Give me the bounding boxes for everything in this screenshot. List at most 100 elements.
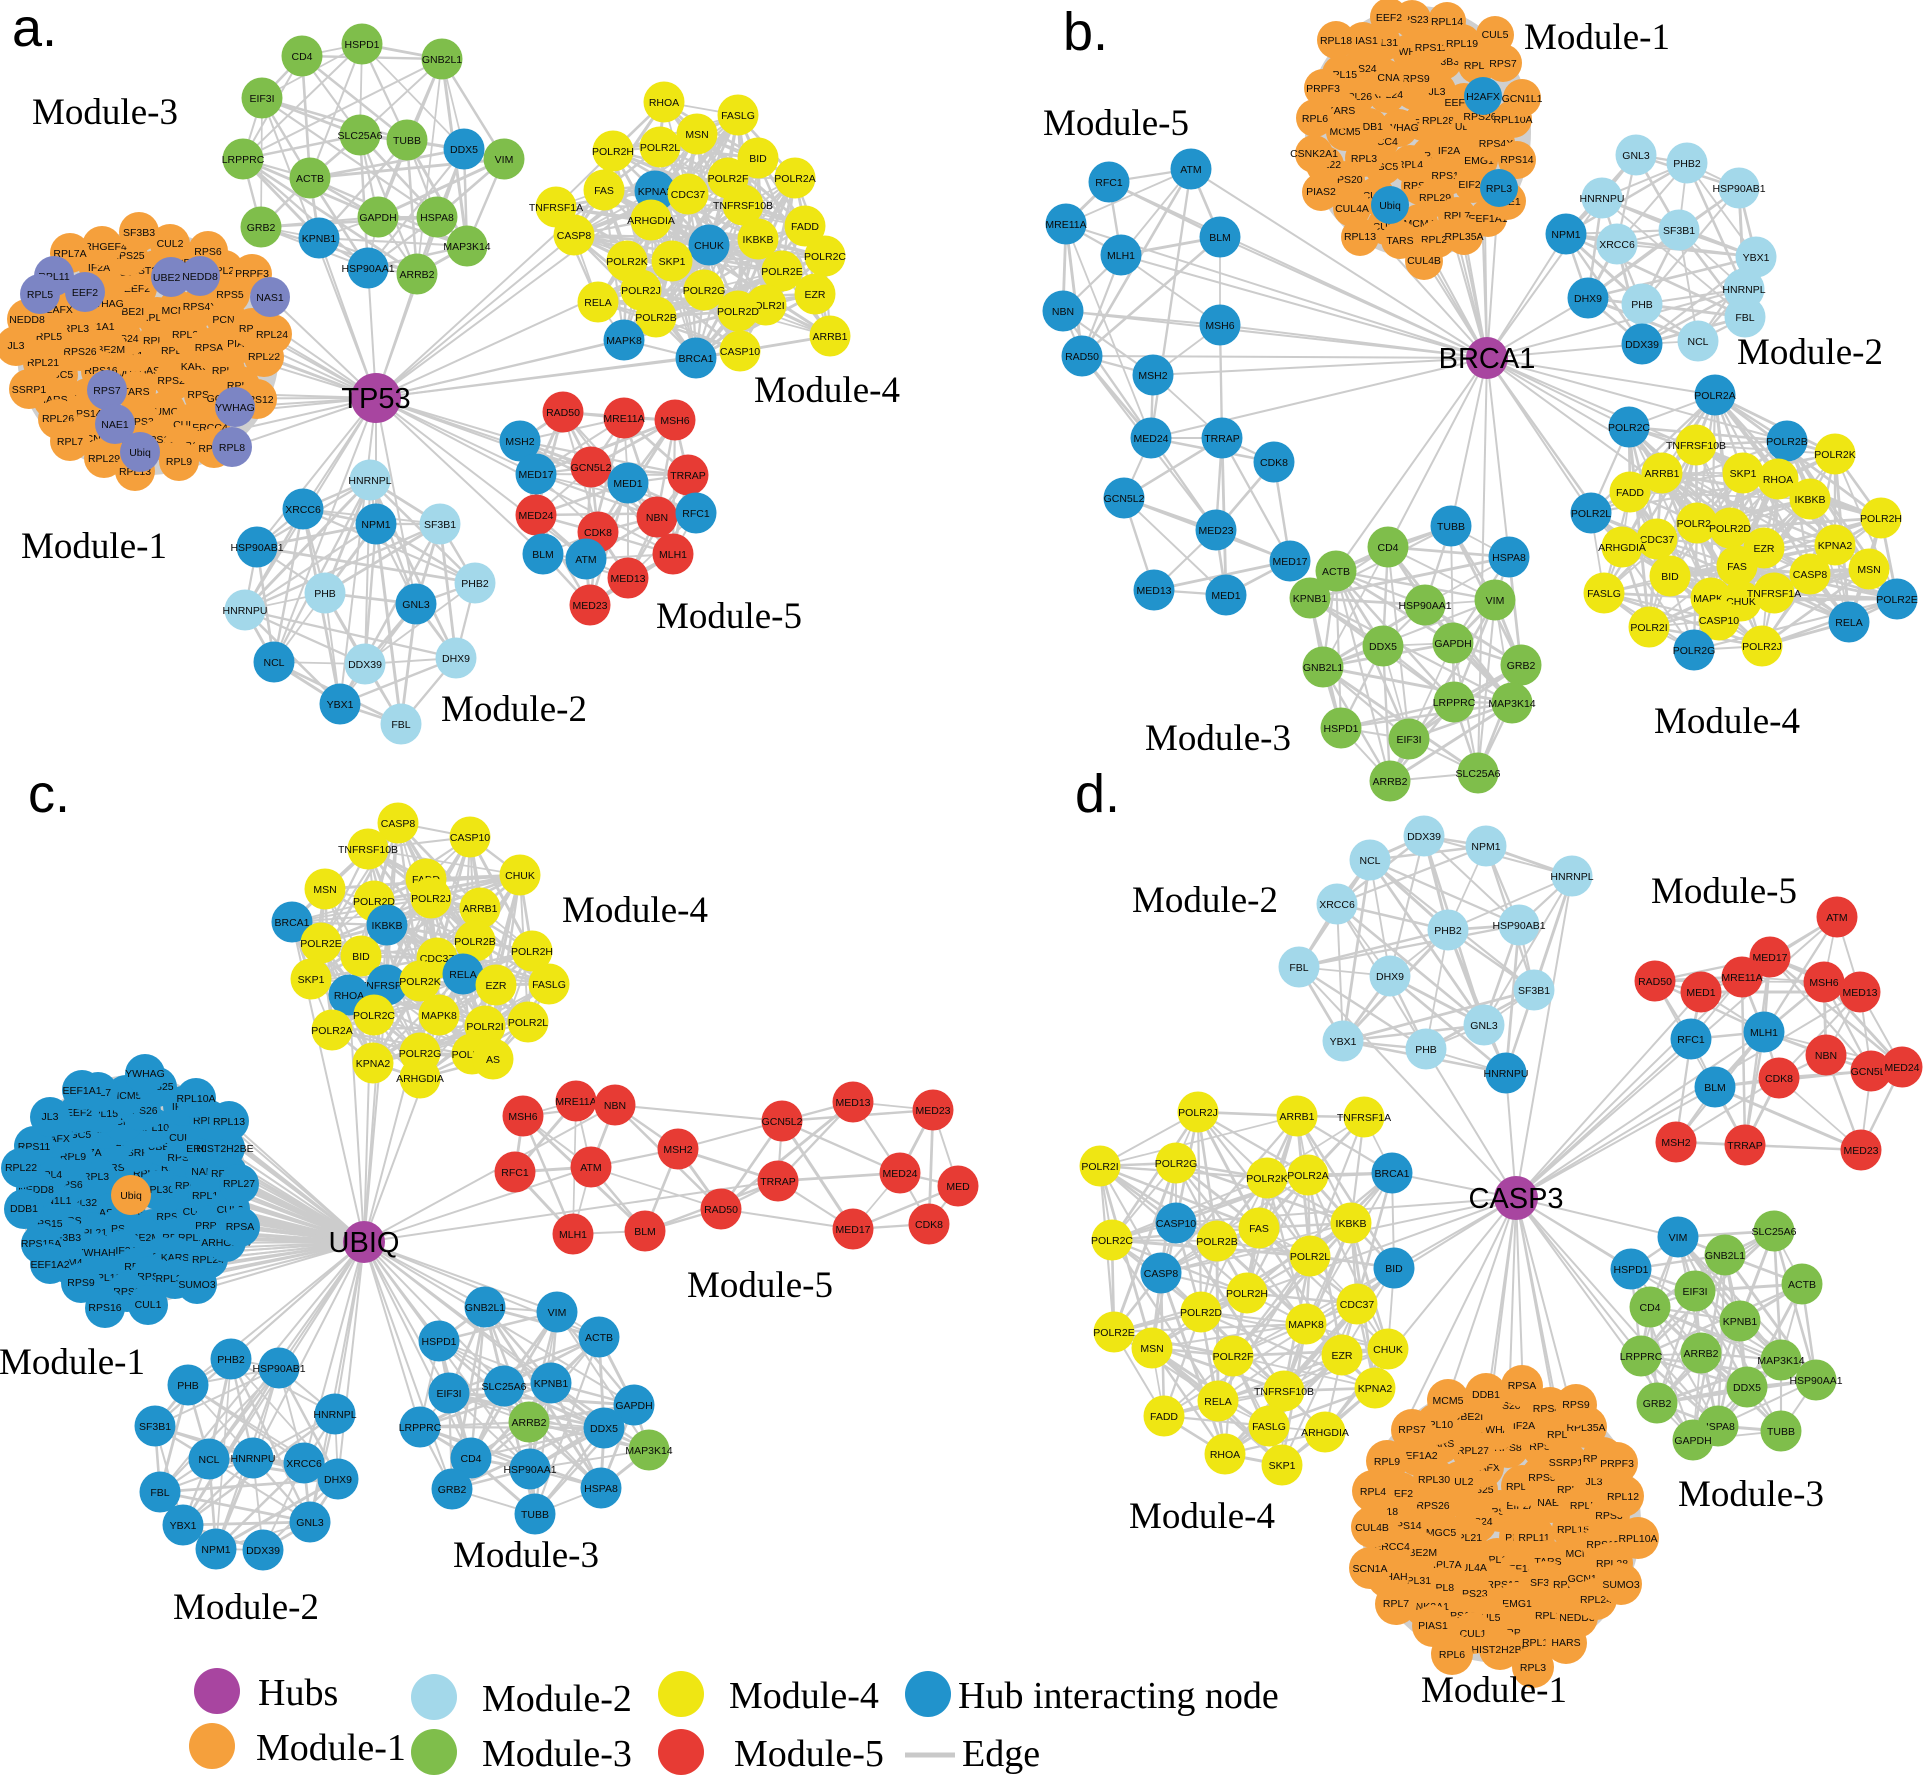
svg-text:RHOA: RHOA xyxy=(649,97,679,109)
svg-text:RPS16: RPS16 xyxy=(88,1302,121,1314)
svg-text:Module-2: Module-2 xyxy=(441,689,587,730)
svg-text:ARRB2: ARRB2 xyxy=(1683,1348,1718,1360)
svg-text:DDX5: DDX5 xyxy=(1369,641,1397,653)
svg-text:MLH1: MLH1 xyxy=(1750,1027,1778,1039)
svg-text:BRCA1: BRCA1 xyxy=(274,917,309,929)
svg-text:TNFRSF10B: TNFRSF10B xyxy=(338,844,398,856)
svg-text:MSH6: MSH6 xyxy=(1205,320,1234,332)
svg-text:RPL29: RPL29 xyxy=(88,453,120,465)
svg-text:FBL: FBL xyxy=(391,719,410,731)
svg-text:HSP90AB1: HSP90AB1 xyxy=(1492,920,1545,932)
svg-text:RPL24: RPL24 xyxy=(256,329,288,341)
svg-text:PHB: PHB xyxy=(1631,299,1653,311)
svg-text:RPS9: RPS9 xyxy=(1402,73,1430,85)
svg-text:EIF3I: EIF3I xyxy=(249,93,274,105)
svg-text:POLR2J: POLR2J xyxy=(411,893,451,905)
svg-text:HIST2H2BE: HIST2H2BE xyxy=(1471,1644,1528,1656)
svg-text:MRE11A: MRE11A xyxy=(1721,972,1762,984)
svg-text:Module-5: Module-5 xyxy=(1651,871,1797,912)
svg-text:MLH1: MLH1 xyxy=(559,1229,587,1241)
svg-text:UBIQ: UBIQ xyxy=(329,1227,400,1259)
svg-text:RPL6: RPL6 xyxy=(1439,1649,1465,1661)
svg-text:MED13: MED13 xyxy=(835,1097,870,1109)
svg-text:TRRAP: TRRAP xyxy=(670,470,706,482)
svg-text:GAPDH: GAPDH xyxy=(1434,638,1471,650)
svg-text:VIM: VIM xyxy=(1669,1232,1688,1244)
svg-text:RPL35A: RPL35A xyxy=(1444,231,1483,243)
svg-text:PIAS2: PIAS2 xyxy=(1306,186,1336,198)
svg-text:NBN: NBN xyxy=(646,512,668,524)
svg-text:TNFRSF10B: TNFRSF10B xyxy=(713,200,773,212)
svg-text:POLR2J: POLR2J xyxy=(621,285,661,297)
svg-text:MRE11A: MRE11A xyxy=(1045,219,1086,231)
svg-text:CDK8: CDK8 xyxy=(1260,457,1288,469)
svg-text:LRPPRC: LRPPRC xyxy=(399,1422,442,1434)
svg-text:GRB2: GRB2 xyxy=(438,1484,467,1496)
svg-text:TNFRSF1A: TNFRSF1A xyxy=(1337,1112,1391,1124)
svg-text:LRPPRC: LRPPRC xyxy=(1433,697,1476,709)
svg-text:TRRAP: TRRAP xyxy=(760,1176,796,1188)
svg-text:RPL9: RPL9 xyxy=(60,1151,86,1163)
svg-text:SUMO3: SUMO3 xyxy=(1602,1579,1640,1591)
svg-text:GNB2L1: GNB2L1 xyxy=(1705,1250,1745,1262)
svg-text:NBN: NBN xyxy=(1815,1050,1837,1062)
svg-text:Ubiq: Ubiq xyxy=(129,447,151,459)
svg-text:TUBB: TUBB xyxy=(1437,521,1465,533)
svg-text:GCN5L2: GCN5L2 xyxy=(571,462,612,474)
svg-text:POLR2H: POLR2H xyxy=(592,146,634,158)
svg-text:NCL: NCL xyxy=(1687,336,1708,348)
svg-text:ARRB1: ARRB1 xyxy=(1279,1111,1314,1123)
svg-text:CUL1: CUL1 xyxy=(1460,1628,1487,1640)
svg-text:EZR: EZR xyxy=(1754,543,1775,555)
svg-text:RPL4: RPL4 xyxy=(1360,1486,1386,1498)
svg-text:CDK8: CDK8 xyxy=(584,527,612,539)
svg-text:TNFRSF1A: TNFRSF1A xyxy=(1747,588,1801,600)
svg-text:SUMO3: SUMO3 xyxy=(178,1279,216,1291)
svg-text:CD4: CD4 xyxy=(291,51,312,63)
svg-text:Module-4: Module-4 xyxy=(754,370,900,411)
svg-text:DHX9: DHX9 xyxy=(1376,971,1404,983)
svg-text:HIST2H2BE: HIST2H2BE xyxy=(196,1143,253,1155)
svg-text:GNL3: GNL3 xyxy=(1622,150,1650,162)
svg-text:CD4: CD4 xyxy=(1377,542,1398,554)
svg-text:CHUK: CHUK xyxy=(1726,596,1756,608)
svg-text:MAP3K14: MAP3K14 xyxy=(625,1445,672,1457)
svg-text:MED23: MED23 xyxy=(572,600,607,612)
svg-text:RFC1: RFC1 xyxy=(1677,1034,1705,1046)
svg-text:PIAS1: PIAS1 xyxy=(1418,1620,1448,1632)
svg-text:EEF2: EEF2 xyxy=(66,1107,92,1119)
svg-text:Module-3: Module-3 xyxy=(32,92,178,133)
svg-text:POLR2L: POLR2L xyxy=(640,142,680,154)
svg-text:Ubiq: Ubiq xyxy=(1379,200,1401,212)
svg-text:RPL6: RPL6 xyxy=(1302,113,1328,125)
svg-text:HSP90AB1: HSP90AB1 xyxy=(252,1363,305,1375)
svg-text:ARRB1: ARRB1 xyxy=(462,903,497,915)
svg-text:POLR2E: POLR2E xyxy=(1876,594,1917,606)
svg-text:MAPK8: MAPK8 xyxy=(606,335,642,347)
svg-text:RPL24: RPL24 xyxy=(1580,1594,1612,1606)
svg-text:Module-2: Module-2 xyxy=(1132,880,1278,921)
svg-text:ARRB2: ARRB2 xyxy=(399,269,434,281)
svg-text:POLR2J: POLR2J xyxy=(1178,1107,1218,1119)
svg-text:CHUK: CHUK xyxy=(505,870,535,882)
svg-text:PRPF3: PRPF3 xyxy=(1306,83,1340,95)
svg-text:HNRNPU: HNRNPU xyxy=(223,605,268,617)
svg-text:LRPPRC: LRPPRC xyxy=(1620,1351,1663,1363)
svg-text:ARHGDIA: ARHGDIA xyxy=(1598,542,1646,554)
svg-text:KPNB1: KPNB1 xyxy=(1293,593,1328,605)
svg-text:EIF3I: EIF3I xyxy=(1396,734,1421,746)
svg-text:RPL10A: RPL10A xyxy=(1493,114,1532,126)
svg-text:XRCC6: XRCC6 xyxy=(286,1458,322,1470)
svg-text:POLR2H: POLR2H xyxy=(1860,513,1902,525)
svg-text:MSN: MSN xyxy=(685,129,708,141)
svg-text:HSP90AB1: HSP90AB1 xyxy=(230,542,283,554)
svg-text:GNL3: GNL3 xyxy=(402,599,430,611)
svg-text:HNRNPL: HNRNPL xyxy=(1550,871,1593,883)
svg-text:Module-1: Module-1 xyxy=(21,526,167,567)
svg-text:NPM1: NPM1 xyxy=(201,1544,230,1556)
svg-text:Module-1: Module-1 xyxy=(1421,1670,1567,1711)
svg-text:MSH6: MSH6 xyxy=(1809,977,1838,989)
svg-text:GAPDH: GAPDH xyxy=(1674,1435,1711,1447)
svg-text:RPS9: RPS9 xyxy=(67,1277,95,1289)
svg-text:EEF2: EEF2 xyxy=(72,287,98,299)
